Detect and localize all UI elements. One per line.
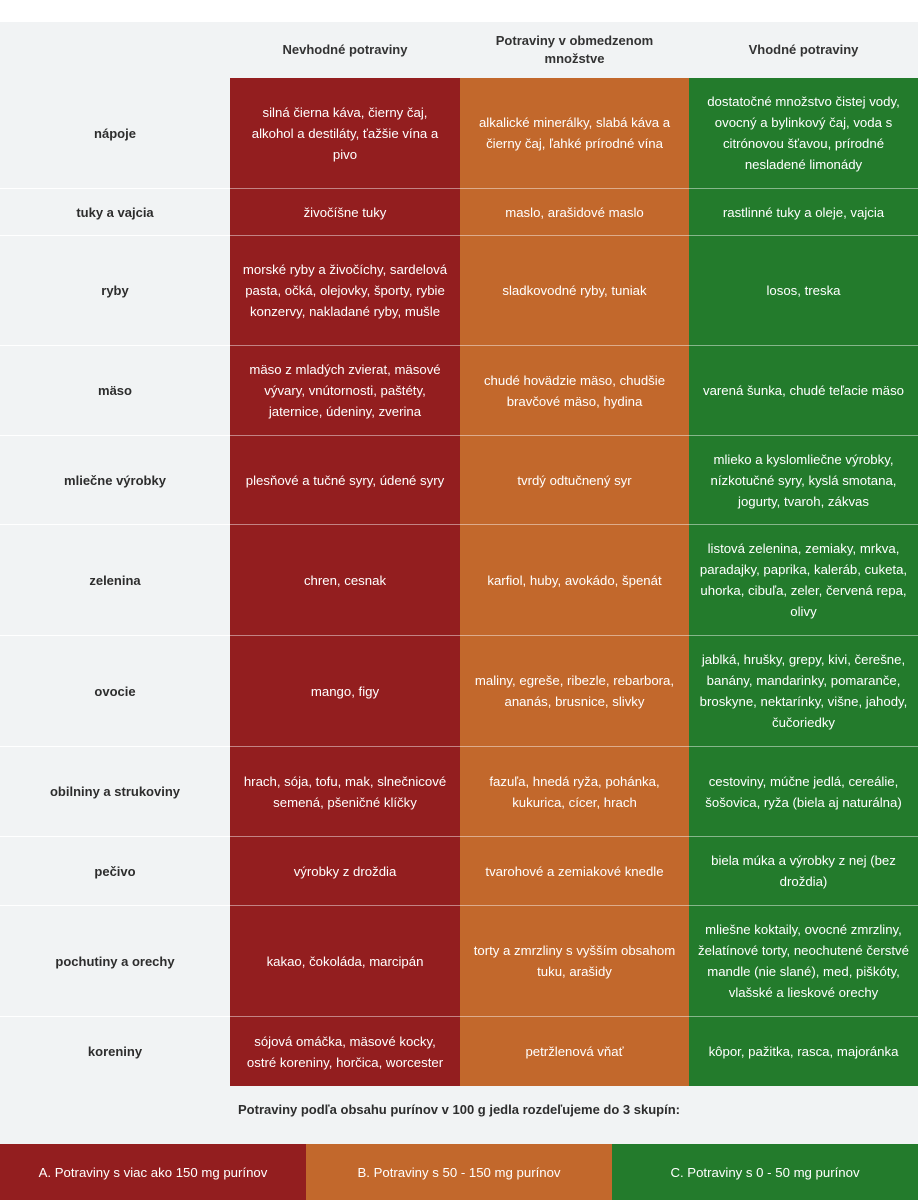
cell-limited-obilniny: fazuľa, hnedá ryža, pohánka, kukurica, c…	[460, 747, 689, 837]
cell-limited-napoje: alkalické minerálky, slabá káva a čierny…	[460, 78, 689, 189]
row-label-pochutiny: pochutiny a orechy	[0, 906, 230, 1017]
cell-good-tuky: rastlinné tuky a oleje, vajcia	[689, 189, 918, 236]
cell-good-pecivo: biela múka a výrobky z nej (bez droždia)	[689, 837, 918, 906]
cell-limited-pecivo: tvarohové a zemiakové knedle	[460, 837, 689, 906]
cell-bad-zelenina: chren, cesnak	[230, 525, 460, 636]
header-bad-foods: Nevhodné potraviny	[282, 42, 408, 57]
cell-limited-tuky: maslo, arašidové maslo	[460, 189, 689, 236]
header-empty-cell	[0, 22, 230, 78]
cell-good-ryby: losos, treska	[689, 236, 918, 346]
cell-limited-koreniny: petržlenová vňať	[460, 1017, 689, 1086]
cell-bad-obilniny: hrach, sója, tofu, mak, slnečnicové seme…	[230, 747, 460, 837]
cell-good-maso: varená šunka, chudé teľacie mäso	[689, 346, 918, 436]
header-good-foods: Vhodné potraviny	[748, 42, 859, 57]
row-label-pecivo: pečivo	[0, 837, 230, 906]
row-label-ryby: ryby	[0, 236, 230, 346]
row-label-obilniny: obilniny a strukoviny	[0, 747, 230, 837]
cell-limited-mliecne: tvrdý odtučnený syr	[460, 436, 689, 525]
row-label-mliecne: mliečne výrobky	[0, 436, 230, 525]
cell-bad-pochutiny: kakao, čokoláda, marcipán	[230, 906, 460, 1017]
cell-bad-tuky: živočíšne tuky	[230, 189, 460, 236]
cell-good-obilniny: cestoviny, múčne jedlá, cereálie, šošovi…	[689, 747, 918, 837]
cell-bad-mliecne: plesňové a tučné syry, údené syry	[230, 436, 460, 525]
cell-good-mliecne: mlieko a kyslomliečne výrobky, nízkotučn…	[689, 436, 918, 525]
legend-item-c: C. Potraviny s 0 - 50 mg purínov	[612, 1144, 918, 1200]
row-label-tuky: tuky a vajcia	[0, 189, 230, 236]
cell-good-napoje: dostatočné množstvo čistej vody, ovocný …	[689, 78, 918, 189]
cell-bad-maso: mäso z mladých zvierat, mäsové vývary, v…	[230, 346, 460, 436]
legend-item-b: B. Potraviny s 50 - 150 mg purínov	[306, 1144, 612, 1200]
cell-bad-ovocie: mango, figy	[230, 636, 460, 747]
cell-limited-pochutiny: torty a zmrzliny s vyšším obsahom tuku, …	[460, 906, 689, 1017]
row-label-koreniny: koreniny	[87, 1044, 143, 1059]
cell-good-ovocie: jablká, hrušky, grepy, kivi, čerešne, ba…	[689, 636, 918, 747]
cell-limited-ryby: sladkovodné ryby, tuniak	[460, 236, 689, 346]
cell-good-zelenina: listová zelenina, zemiaky, mrkva, parada…	[689, 525, 918, 636]
row-label-zelenina: zelenina	[0, 525, 230, 636]
cell-bad-pecivo: výrobky z droždia	[230, 837, 460, 906]
legend-caption: Potraviny podľa obsahu purínov v 100 g j…	[238, 1101, 680, 1117]
purine-food-table: Nevhodné potraviny Potraviny v obmedzeno…	[0, 22, 918, 1086]
cell-limited-zelenina: karfiol, huby, avokádo, špenát	[460, 525, 689, 636]
cell-bad-koreniny: sójová omáčka, mäsové kocky, ostré koren…	[230, 1017, 460, 1086]
cell-good-pochutiny: mliešne koktaily, ovocné zmrzliny, želat…	[689, 906, 918, 1017]
cell-limited-ovocie: maliny, egreše, ribezle, rebarbora, anan…	[460, 636, 689, 747]
row-label-napoje: nápoje	[0, 78, 230, 189]
cell-limited-maso: chudé hovädzie mäso, chudšie bravčové mä…	[460, 346, 689, 436]
cell-bad-ryby: morské ryby a živočíchy, sardelová pasta…	[230, 236, 460, 346]
legend-item-a: A. Potraviny s viac ako 150 mg purínov	[0, 1144, 306, 1200]
purine-legend: A. Potraviny s viac ako 150 mg purínov B…	[0, 1144, 918, 1200]
cell-good-koreniny: kôpor, pažitka, rasca, majoránka	[689, 1017, 918, 1086]
cell-bad-napoje: silná čierna káva, čierny čaj, alkohol a…	[230, 78, 460, 189]
header-limited-foods: Potraviny v obmedzenom množstve	[495, 33, 654, 66]
row-label-ovocie: ovocie	[0, 636, 230, 747]
row-label-maso: mäso	[0, 346, 230, 436]
